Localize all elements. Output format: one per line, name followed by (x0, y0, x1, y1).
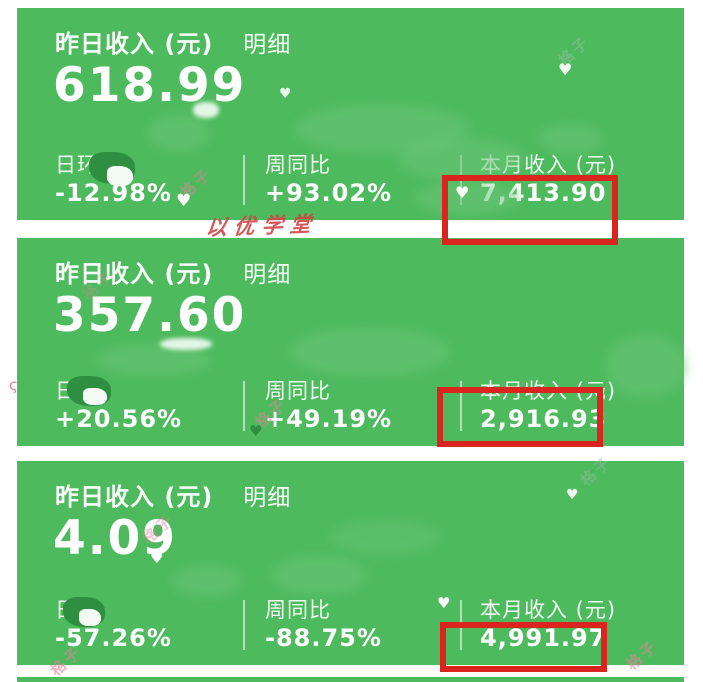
detail-link[interactable]: 明细 (243, 485, 292, 511)
smudge-blob (415, 182, 520, 214)
yesterday-income-amount: 357.60 (53, 288, 247, 343)
censor-blob (79, 609, 101, 626)
smudge-blob (172, 566, 242, 596)
highlight-box-month-income-3 (440, 622, 607, 672)
stat-week-ratio: 周同比 +49.19% (265, 378, 392, 435)
stat-divider (243, 381, 245, 431)
stat-week-ratio: 周同比 -88.75% (265, 597, 382, 654)
stat-month-income: 本月收入 (元) 4,991.97 (463, 597, 616, 654)
heart-icon: ♥ (558, 60, 573, 79)
highlight-box-month-income-1 (442, 175, 618, 245)
stat-week-ratio-value: +93.02% (265, 179, 393, 207)
heart-icon: ♥ (566, 487, 579, 503)
stat-week-ratio-label: 周同比 (265, 379, 331, 403)
detail-link[interactable]: 明细 (243, 262, 292, 288)
stat-divider (460, 381, 462, 431)
stat-month-income-value: 2,916.93 (480, 405, 607, 433)
smudge-blob (330, 520, 440, 555)
card-header: 昨日收入 (元) 明细 (55, 254, 291, 289)
stat-week-ratio-value: +49.19% (265, 405, 393, 433)
card-title: 昨日收入 (元) (55, 483, 214, 511)
stat-week-ratio-label: 周同比 (265, 598, 331, 622)
stat-day-ratio-value: +20.56% (55, 405, 183, 433)
stamp-watermark: 以优学堂 (204, 210, 320, 241)
white-smudge (160, 338, 212, 350)
white-smudge (193, 102, 219, 118)
heart-icon: ♥ (279, 86, 292, 102)
stat-week-ratio-value: -88.75% (265, 624, 382, 652)
stat-day-ratio: 日 +20.56% (55, 378, 182, 435)
smudge-blob (606, 335, 686, 397)
highlight-box-month-income-2 (437, 387, 603, 447)
card-title: 昨日收入 (元) (55, 260, 214, 288)
stray-mark: ς (9, 376, 18, 394)
stat-month-income-label: 本月收入 (元) (480, 598, 617, 622)
income-card-1: 昨日收入 (元) 明细 618.99 日环 -12.98% 周同比 +93.02… (17, 8, 684, 220)
smudge-blob (398, 138, 523, 180)
stat-month-income-value: 4,991.97 (480, 624, 607, 652)
smudge-blob (148, 115, 210, 151)
smudge-blob (272, 556, 367, 594)
stat-day-ratio-value: -57.26% (55, 624, 172, 652)
card-header: 昨日收入 (元) 明细 (55, 477, 291, 512)
smudge-blob (96, 345, 211, 375)
stat-week-ratio: 周同比 +93.02% (265, 152, 392, 209)
stats-row: 日 -57.26% 周同比 -88.75% 本月收入 (元) 4,991.97 (17, 597, 684, 655)
stat-week-ratio-label: 周同比 (265, 153, 331, 177)
card-header: 昨日收入 (元) 明细 (55, 24, 291, 59)
stat-divider (243, 600, 245, 650)
heart-icon: ♥ (249, 422, 263, 440)
heart-icon: ♥ (437, 594, 451, 612)
detail-link[interactable]: 明细 (243, 32, 292, 58)
next-card-edge (17, 677, 684, 682)
heart-icon: ♥ (150, 549, 164, 567)
smudge-blob (538, 125, 603, 153)
yesterday-income-amount: 4.09 (53, 511, 177, 566)
card-title: 昨日收入 (元) (55, 30, 214, 58)
heart-icon: ♥ (455, 183, 470, 202)
heart-icon: ♥ (176, 191, 192, 211)
censor-blob (107, 166, 133, 186)
stat-divider (243, 155, 245, 205)
smudge-blob (290, 328, 450, 376)
stats-row: 日环 -12.98% 周同比 +93.02% 本月收入 (元) 7,413.90 (17, 152, 684, 210)
censor-blob (83, 388, 107, 405)
